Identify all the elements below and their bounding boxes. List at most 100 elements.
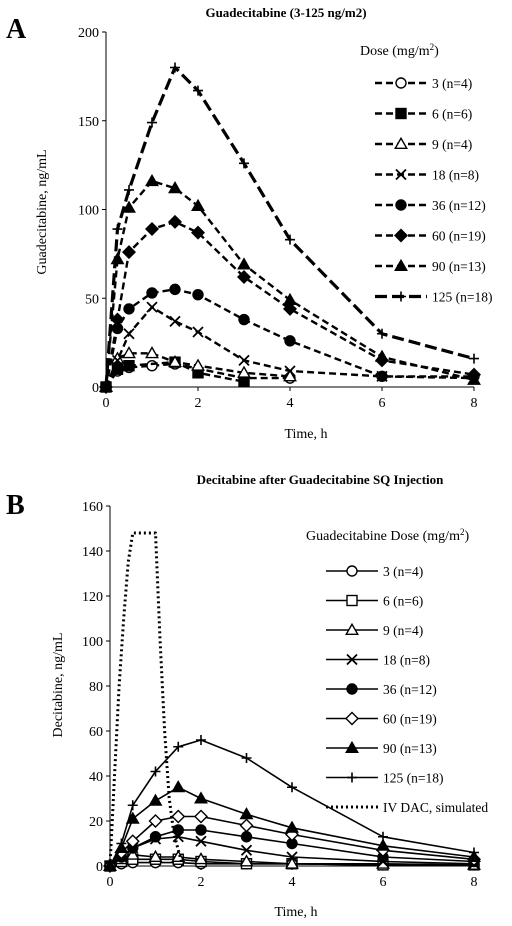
- data-point-a-1-5: [238, 375, 250, 388]
- series-line-a-2: [104, 352, 291, 388]
- data-point-b-5-2: [125, 834, 140, 849]
- data-point-b-5-5: [194, 809, 208, 824]
- data-point-a-4-7: [284, 335, 296, 347]
- series-a-2: [99, 346, 297, 393]
- data-point-b-6-3: [148, 793, 163, 806]
- legend-title-a-main: Dose (mg/m: [360, 44, 430, 59]
- data-point-b-3-5: [195, 835, 207, 847]
- legend-entry-b-2: 9 (n=4): [326, 622, 423, 638]
- y-tick-label-a: 100: [78, 204, 99, 219]
- data-point-a-5-1: [110, 312, 125, 327]
- y-tick-label-a: 0: [92, 381, 99, 396]
- data-point-b-5-3: [148, 814, 163, 828]
- legend-label-b-5: 60 (n=19): [383, 712, 437, 727]
- data-point-a-5-4: [168, 214, 182, 229]
- legend-marker-a-1: [395, 107, 407, 120]
- data-point-b-5-4: [171, 809, 186, 824]
- data-point-a-7-7: [285, 234, 295, 245]
- data-point-b-6-2: [125, 811, 140, 824]
- data-point-b-7-2: [127, 800, 138, 811]
- data-point-b-4-6: [240, 831, 253, 843]
- panel-letter-a: A: [6, 14, 27, 45]
- chart-title-a: Guadecitabine (3-125 ng/m2): [205, 5, 366, 20]
- legend-entry-a-3: 18 (n=8): [375, 168, 479, 183]
- data-point-a-3-4: [169, 315, 181, 327]
- legend-entry-b-8: IV DAC, simulated: [326, 800, 488, 815]
- data-point-b-6-6: [239, 807, 254, 820]
- legend-label-b-1: 6 (n=6): [383, 594, 423, 609]
- legend-entry-b-3: 18 (n=8): [326, 653, 430, 668]
- legend-marker-a-3: [395, 168, 407, 181]
- data-point-a-6-6: [237, 257, 251, 270]
- data-point-a-2-3: [145, 346, 159, 359]
- series-line-a-7: [104, 65, 475, 388]
- series-line-a-5: [104, 220, 475, 388]
- y-tick-label-b: 60: [89, 725, 103, 740]
- data-point-a-7-8: [377, 328, 387, 339]
- legend-marker-b-4: [346, 683, 358, 695]
- series-b-8: [108, 531, 185, 867]
- data-point-a-5-3: [145, 222, 159, 237]
- legend-label-b-7: 125 (n=18): [383, 771, 443, 786]
- chart-title-b: Decitabine after Guadecitabine SQ Inject…: [197, 472, 445, 487]
- data-point-a-4-2: [123, 303, 135, 315]
- data-point-b-2-3: [148, 849, 163, 863]
- data-point-a-6-1: [110, 252, 125, 265]
- data-point-a-3-7: [284, 365, 296, 377]
- legend-marker-b-7: [347, 772, 357, 783]
- data-point-a-7-0: [101, 382, 111, 392]
- legend-entry-b-4: 36 (n=12): [326, 682, 437, 697]
- series-a-6: [99, 173, 481, 393]
- data-point-a-1-2: [123, 360, 135, 372]
- data-point-a-1-1: [111, 363, 124, 375]
- legend-label-a-4: 36 (n=12): [432, 198, 486, 213]
- legend-marker-a-7: [396, 291, 406, 302]
- data-point-a-0-3: [146, 360, 158, 372]
- legend-entry-b-6: 90 (n=13): [326, 740, 437, 756]
- data-point-a-5-7: [283, 301, 297, 316]
- data-point-b-7-4: [173, 741, 184, 752]
- data-point-b-3-7: [286, 851, 298, 863]
- data-point-b-7-7: [287, 782, 297, 793]
- series-group-a: [99, 62, 481, 394]
- legend-label-b-2: 9 (n=4): [383, 623, 423, 638]
- data-point-a-2-5: [191, 358, 205, 371]
- axes-b: 0 20 40 60 80 100 120 140 160 0 2 4 6 8: [82, 500, 478, 890]
- legend-label-a-7: 125 (n=18): [432, 290, 492, 305]
- data-point-b-4-5: [195, 824, 207, 836]
- series-a-7: [101, 62, 479, 392]
- data-point-b-7-5: [196, 735, 206, 745]
- legend-entry-a-2: 9 (n=4): [375, 136, 472, 152]
- series-line-a-6: [104, 179, 475, 388]
- legend-label-b-4: 36 (n=12): [383, 682, 437, 697]
- x-axis-label-b: Time, h: [274, 905, 317, 920]
- legend-entry-a-0: 3 (n=4): [375, 76, 472, 91]
- legend-entry-b-7: 125 (n=18): [326, 771, 443, 786]
- data-point-b-2-6: [239, 854, 254, 867]
- y-tick-label-a: 150: [78, 115, 99, 130]
- data-point-a-6-7: [283, 292, 297, 306]
- data-point-a-3-3: [146, 301, 158, 313]
- data-point-b-5-6: [239, 818, 254, 833]
- data-point-a-3-5: [192, 326, 204, 338]
- data-point-a-6-2: [122, 200, 136, 213]
- legend-title-b: Guadecitabine Dose (mg/m2): [306, 527, 469, 544]
- series-line-b-8: [108, 531, 185, 867]
- data-point-a-7-9: [469, 353, 479, 364]
- data-point-a-6-8: [375, 349, 389, 362]
- data-point-a-4-5: [192, 289, 204, 301]
- data-point-a-6-5: [191, 198, 205, 211]
- legend-label-a-6: 90 (n=13): [432, 259, 486, 274]
- legend-entry-b-5: 60 (n=19): [326, 712, 437, 727]
- legend-entry-b-1: 6 (n=6): [326, 594, 423, 609]
- series-line-b-6: [109, 786, 475, 867]
- data-point-a-7-6: [239, 158, 249, 169]
- data-point-a-6-3: [145, 173, 159, 187]
- y-tick-label-a: 200: [78, 26, 99, 41]
- x-tick-label-b: 2: [198, 875, 205, 890]
- axes-a: 0 50 100 150 200 0 2 4 6 8: [78, 26, 478, 411]
- legend-entry-a-5: 60 (n=19): [375, 229, 486, 244]
- data-point-a-5-6: [237, 269, 251, 284]
- data-point-a-2-7: [283, 369, 297, 382]
- legend-label-a-0: 3 (n=4): [432, 76, 472, 91]
